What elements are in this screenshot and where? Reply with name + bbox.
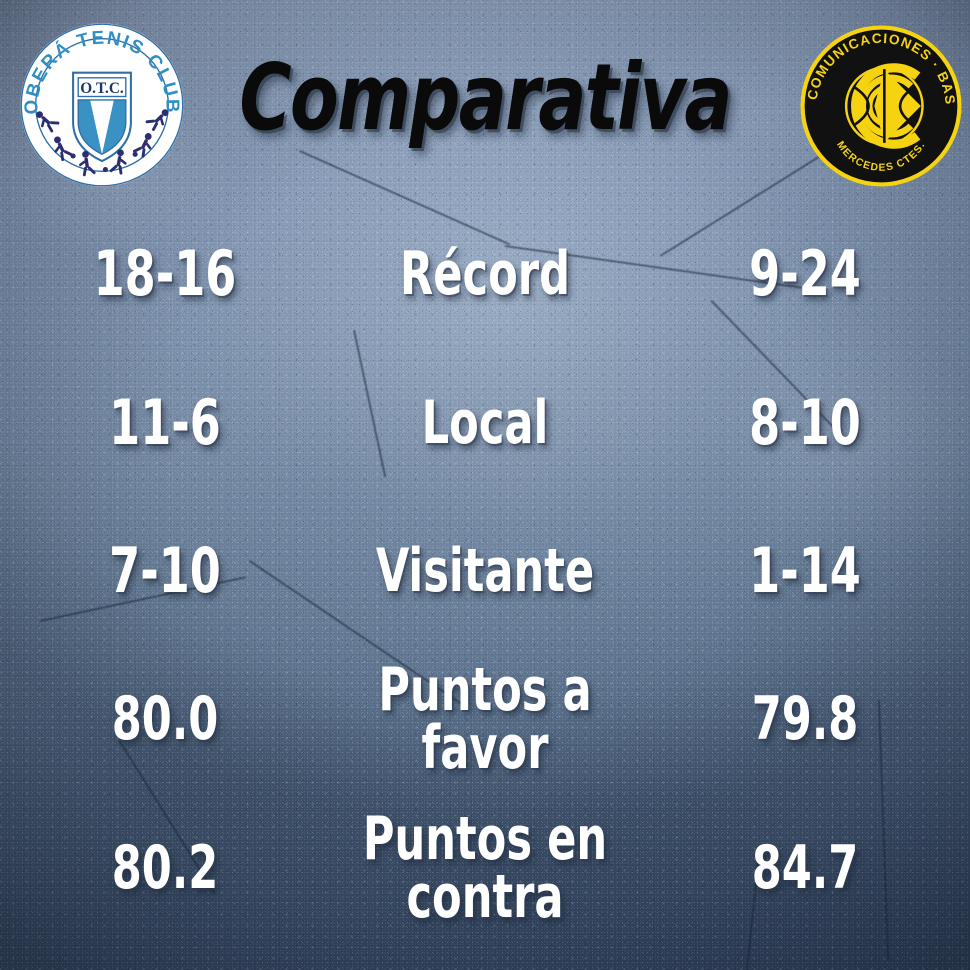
obera-tenis-club-logo: OBERÁ TENIS CLUB O.T.C. bbox=[17, 20, 187, 190]
stat-label: Visitante bbox=[375, 535, 595, 606]
table-row: 11-6 Local 8-10 bbox=[0, 348, 970, 496]
home-value: 80.0 bbox=[111, 684, 219, 755]
away-value: 79.8 bbox=[751, 684, 859, 755]
club-comunicaciones-logo: CLUB COMUNICACIONES · BASQUET MERCEDES C… bbox=[792, 11, 964, 189]
stat-label: Récord bbox=[399, 239, 571, 310]
table-row: 80.0 Puntos a favor 79.8 bbox=[0, 645, 970, 793]
svg-text:O.T.C.: O.T.C. bbox=[80, 80, 124, 97]
home-value: 80.2 bbox=[111, 832, 219, 903]
comparison-table: 18-16 Récord 9-24 11-6 Local 8-10 7-10 V… bbox=[0, 200, 970, 942]
stat-label: Local bbox=[421, 387, 549, 458]
table-row: 18-16 Récord 9-24 bbox=[0, 200, 970, 348]
away-value: 1-14 bbox=[749, 533, 861, 607]
away-value: 84.7 bbox=[751, 832, 859, 903]
home-value: 7-10 bbox=[109, 533, 221, 607]
home-value: 11-6 bbox=[109, 385, 221, 459]
table-row: 80.2 Puntos en contra 84.7 bbox=[0, 794, 970, 942]
stat-label: Puntos a favor bbox=[378, 655, 592, 784]
stat-label: Puntos en contra bbox=[362, 803, 608, 932]
home-value: 18-16 bbox=[93, 237, 237, 311]
away-value: 8-10 bbox=[749, 385, 861, 459]
page-title: Comparativa bbox=[239, 44, 732, 151]
away-value: 9-24 bbox=[749, 237, 861, 311]
header: OBERÁ TENIS CLUB O.T.C. bbox=[0, 0, 970, 200]
table-row: 7-10 Visitante 1-14 bbox=[0, 497, 970, 645]
